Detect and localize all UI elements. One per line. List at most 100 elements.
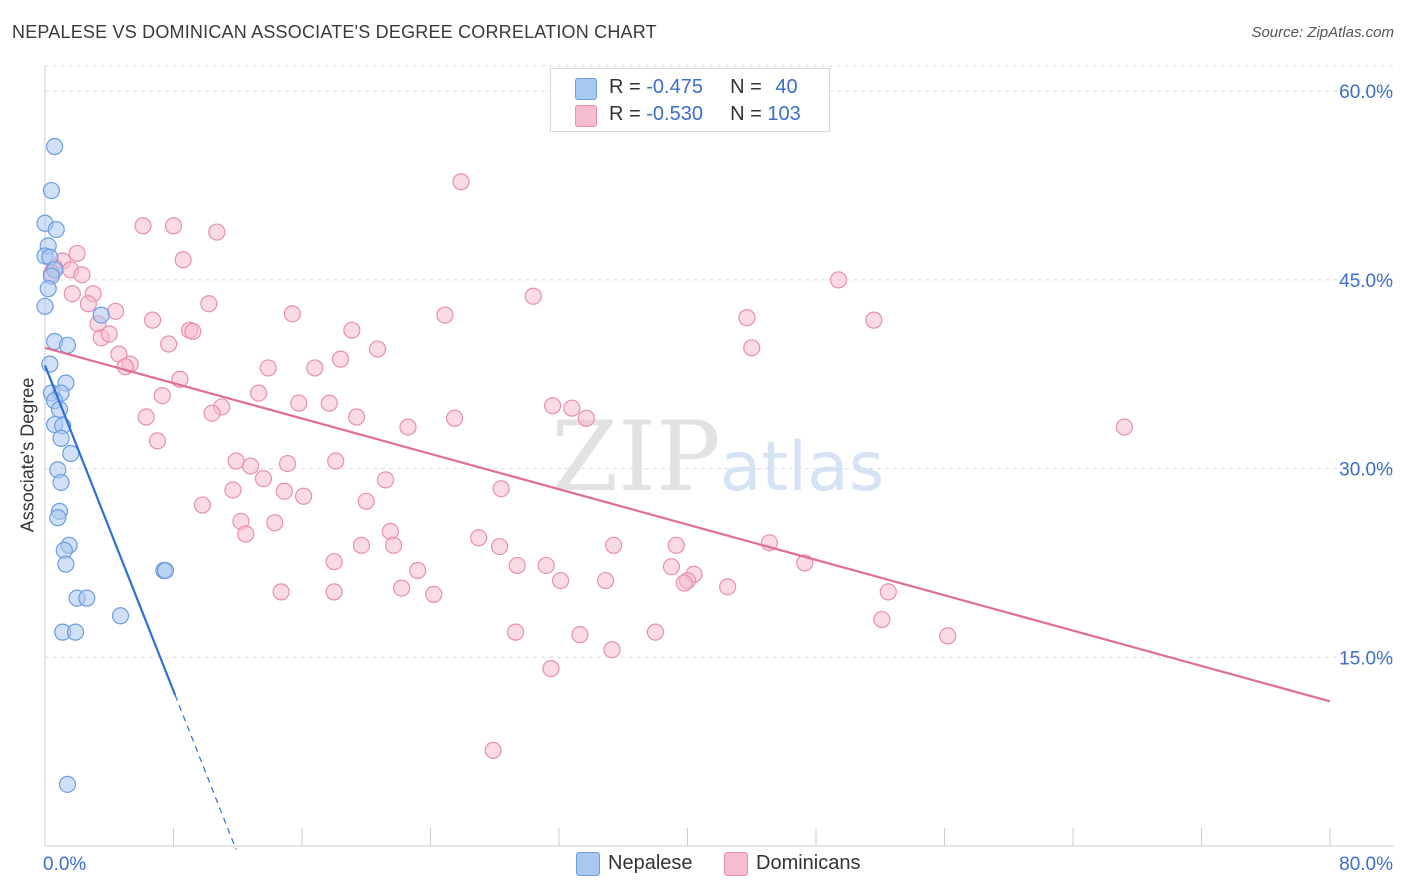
nepalese-point (36, 297, 54, 315)
dominicans-point (266, 514, 284, 532)
tick-labels: 15.0% 30.0% 45.0% 60.0% 0.0% 80.0% (43, 82, 1393, 875)
dominicans-point (1115, 418, 1134, 436)
nepalese-point (47, 220, 65, 239)
dominicans-point (490, 537, 509, 556)
dominicans-point (348, 408, 366, 426)
dominicans-point (320, 394, 338, 412)
nepalese-point (62, 444, 80, 463)
dominicans-point (254, 470, 273, 488)
legend-n-value: 40 (775, 76, 798, 98)
x-tick-label: 80.0% (1339, 854, 1393, 875)
dominicans-point (352, 536, 371, 554)
nepalese-point (42, 181, 61, 200)
dominicans-point (646, 623, 664, 641)
nepalese-points (36, 137, 175, 793)
nepalese-point (156, 561, 175, 580)
dominicans-point (873, 610, 891, 629)
dominicans-point (425, 585, 443, 603)
watermark-atlas: atlas (720, 428, 884, 507)
dominicans-point (200, 295, 218, 313)
dominicans-point (376, 471, 395, 489)
dominicans-point (596, 571, 615, 590)
dominicans-point (242, 457, 260, 475)
nepalese-point (111, 607, 130, 625)
watermark-zip: ZIP (551, 401, 720, 513)
y-tick-label: 45.0% (1339, 271, 1393, 292)
dominicans-point (144, 311, 162, 329)
nepalese-point (92, 306, 110, 324)
nepalese-point (57, 555, 75, 573)
bottom-legend-swatch-nepalese (576, 852, 600, 876)
dominicans-point (100, 325, 118, 343)
dominicans-point (184, 322, 202, 341)
y-axis-label: Associate's Degree (17, 377, 38, 533)
nepalese-point (58, 336, 77, 354)
legend-swatch-nepalese (575, 78, 597, 100)
legend-r-label: R = (609, 103, 647, 125)
dominicans-point (325, 553, 343, 571)
dominicans-point (357, 492, 375, 510)
dominicans-point (134, 217, 152, 235)
dominicans-point (738, 309, 756, 327)
dominicans-point (603, 641, 621, 659)
dominicans-point (865, 311, 883, 329)
dominicans-point (537, 556, 555, 575)
bottom-legend-label-nepalese: Nepalese (608, 852, 693, 874)
dominicans-point (492, 480, 510, 498)
nepalese-point (58, 775, 77, 793)
dominicans-point (137, 408, 155, 426)
dominicans-point (743, 339, 761, 357)
dominicans-point (250, 384, 268, 402)
nepalese-trend-extension (174, 694, 237, 850)
dominicans-point (295, 487, 313, 505)
legend-swatch-dominicans (575, 105, 597, 127)
dominicans-point (193, 496, 212, 514)
nepalese-point (41, 355, 59, 373)
legend-r-value: -0.475 (646, 76, 703, 98)
dominicans-trend-line (44, 346, 1331, 703)
dominicans-point (524, 287, 542, 305)
dominicans-point (409, 561, 427, 580)
dominicans-point (237, 525, 255, 543)
dominicans-point (306, 359, 324, 377)
dominicans-point (662, 558, 681, 576)
dominicans-point (224, 481, 242, 499)
legend-n-label: N = (730, 76, 768, 98)
dominicans-point (278, 454, 297, 473)
dominicans-point (68, 244, 86, 263)
dominicans-point (153, 387, 171, 405)
dominicans-point (343, 321, 361, 339)
bottom-legend-label-dominicans: Dominicans (756, 852, 861, 874)
nepalese-point (52, 473, 70, 492)
dominicans-point (445, 409, 464, 427)
x-tick-label: 0.0% (43, 854, 86, 875)
nepalese-point (66, 623, 85, 641)
legend-r-label: R = (609, 76, 647, 98)
dominicans-point (63, 285, 81, 303)
dominicans-point (484, 741, 502, 759)
dominicans-point (571, 626, 589, 644)
dominicans-point (543, 397, 562, 415)
nepalese-point (78, 589, 96, 607)
nepalese-point (39, 280, 57, 298)
correlation-legend: R = -0.475 N = 40 R = -0.530 N = 103 (550, 68, 830, 132)
nepalese-point (46, 137, 64, 156)
dominicans-point (399, 418, 417, 436)
dominicans-point (605, 536, 623, 554)
dominicans-point (107, 302, 125, 320)
dominicans-point (325, 583, 343, 601)
y-tick-label: 60.0% (1339, 82, 1393, 103)
chart-title: NEPALESE VS DOMINICAN ASSOCIATE'S DEGREE… (12, 22, 657, 42)
dominicans-point (368, 340, 387, 358)
dominicans-point (203, 404, 221, 422)
watermark: ZIP atlas (551, 401, 884, 513)
dominicans-point (272, 583, 290, 601)
dominicans-point (148, 432, 167, 450)
dominicans-point (160, 335, 178, 353)
dominicans-points (42, 173, 1134, 759)
dominicans-point (675, 574, 693, 592)
dominicans-point (174, 251, 192, 269)
dominicans-point (73, 266, 91, 284)
dominicans-point (290, 394, 308, 412)
